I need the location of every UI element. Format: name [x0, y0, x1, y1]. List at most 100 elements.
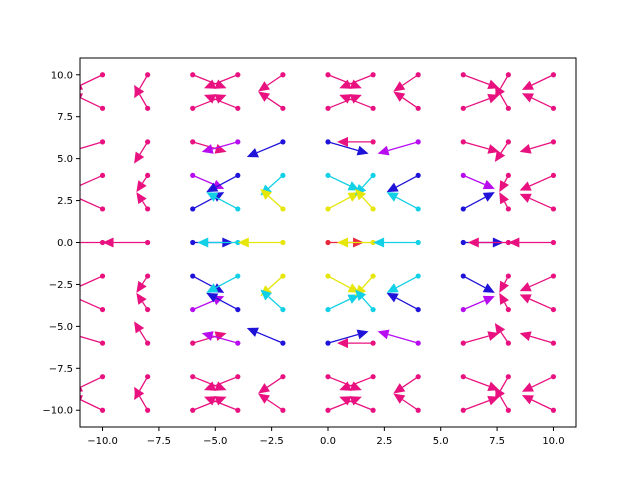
arrow-origin-point — [325, 374, 331, 380]
arrow-head — [386, 292, 399, 303]
quiver-arrow — [325, 294, 360, 313]
arrow-origin-point — [505, 340, 511, 346]
arrow-head — [494, 150, 506, 162]
quiver-arrow — [499, 273, 511, 293]
arrow-shaft — [266, 399, 284, 411]
quiver-arrow — [521, 72, 557, 90]
quiver-arrow — [377, 329, 421, 346]
y-tick-label: 5.0 — [57, 154, 73, 165]
quiver-arrow — [373, 237, 421, 248]
arrow-shaft — [256, 331, 284, 344]
arrow-head — [467, 237, 479, 248]
arrow-head — [347, 294, 360, 304]
arrow-origin-point — [145, 72, 151, 78]
arrow-shaft — [529, 197, 554, 210]
arrow-head — [487, 144, 500, 154]
arrow-origin-point — [235, 206, 241, 212]
arrow-shaft — [80, 97, 103, 109]
arrow-origin-point — [190, 407, 196, 413]
quiver-arrow — [393, 91, 421, 111]
x-tick-label: −7.5 — [147, 436, 171, 447]
arrow-shaft — [213, 74, 239, 85]
arrow-origin-point — [235, 105, 241, 111]
arrow-head — [201, 331, 214, 341]
arrow-head — [201, 144, 214, 154]
arrow-shaft — [192, 335, 217, 344]
y-tick-label: −7.5 — [49, 364, 73, 375]
arrow-origin-point — [235, 273, 241, 279]
y-tick-label: 7.5 — [57, 112, 73, 123]
x-tick-label: 10.0 — [542, 436, 564, 447]
arrow-origin-point — [145, 206, 151, 212]
arrow-shaft — [80, 74, 103, 86]
arrow-origin-point — [145, 306, 151, 313]
arrow-origin-point — [370, 206, 376, 212]
arrow-head — [482, 283, 495, 293]
arrow-shaft — [212, 335, 238, 344]
quiver-arrow — [460, 192, 495, 212]
arrow-origin-point — [505, 172, 511, 179]
arrow-head — [134, 84, 144, 97]
arrow-head — [377, 329, 390, 340]
arrow-origin-point — [370, 407, 376, 413]
arrow-head — [258, 393, 271, 404]
arrow-shaft — [266, 376, 284, 388]
quiver-arrow — [519, 139, 557, 154]
y-tick-label: −10.0 — [42, 406, 73, 417]
arrow-origin-point — [99, 374, 106, 380]
arrow-shaft — [531, 74, 554, 86]
arrow-origin-point — [415, 374, 421, 380]
arrow-shaft — [192, 275, 215, 289]
arrow-shaft — [80, 198, 103, 210]
quiver-arrow — [494, 84, 511, 111]
quiver-arrow — [467, 237, 511, 248]
quiver-arrow — [237, 237, 286, 248]
arrow-head — [519, 294, 532, 304]
arrow-origin-point — [280, 407, 286, 413]
arrow-head — [494, 84, 505, 97]
arrow-origin-point — [325, 172, 331, 179]
quiver-arrow — [339, 374, 376, 391]
arrow-origin-point — [460, 273, 466, 279]
quiver-arrow — [80, 72, 106, 90]
arrow-head — [258, 81, 271, 92]
arrow-head — [499, 280, 509, 293]
y-tick-label: 10.0 — [51, 70, 73, 81]
arrow-head — [339, 94, 352, 104]
arrow-origin-point — [505, 407, 511, 413]
arrow-head — [204, 396, 217, 406]
arrow-origin-point — [550, 340, 557, 346]
arrow-origin-point — [325, 273, 331, 279]
arrow-shaft — [387, 333, 419, 344]
arrow-shaft — [349, 400, 374, 411]
arrow-origin-point — [550, 105, 557, 111]
quiver-arrow — [190, 331, 227, 346]
quiver-arrow — [201, 331, 241, 346]
x-tick-label: 5.0 — [433, 436, 449, 447]
arrow-shaft — [139, 74, 149, 90]
arrow-origin-point — [145, 407, 151, 413]
quiver-arrow — [204, 374, 241, 391]
arrow-shaft — [80, 141, 103, 150]
y-tick-label: −2.5 — [49, 280, 73, 291]
arrow-origin-point — [99, 206, 106, 212]
arrow-origin-point — [550, 306, 557, 313]
arrow-origin-point — [370, 105, 376, 111]
quiver-arrow — [377, 139, 421, 156]
arrow-origin-point — [550, 139, 557, 145]
arrow-head — [386, 283, 399, 293]
arrow-head — [102, 237, 114, 248]
arrow-origin-point — [99, 172, 106, 179]
y-tick-label: −5.0 — [49, 322, 73, 333]
arrow-origin-point — [460, 105, 466, 111]
arrow-head — [337, 136, 349, 147]
arrow-head — [206, 182, 219, 193]
arrow-origin-point — [235, 407, 241, 413]
arrow-origin-point — [460, 139, 466, 145]
arrow-shaft — [463, 400, 490, 411]
quiver-arrow — [339, 396, 376, 413]
arrow-head — [519, 282, 532, 292]
arrow-origin-point — [280, 340, 286, 346]
arrow-head — [260, 289, 272, 301]
